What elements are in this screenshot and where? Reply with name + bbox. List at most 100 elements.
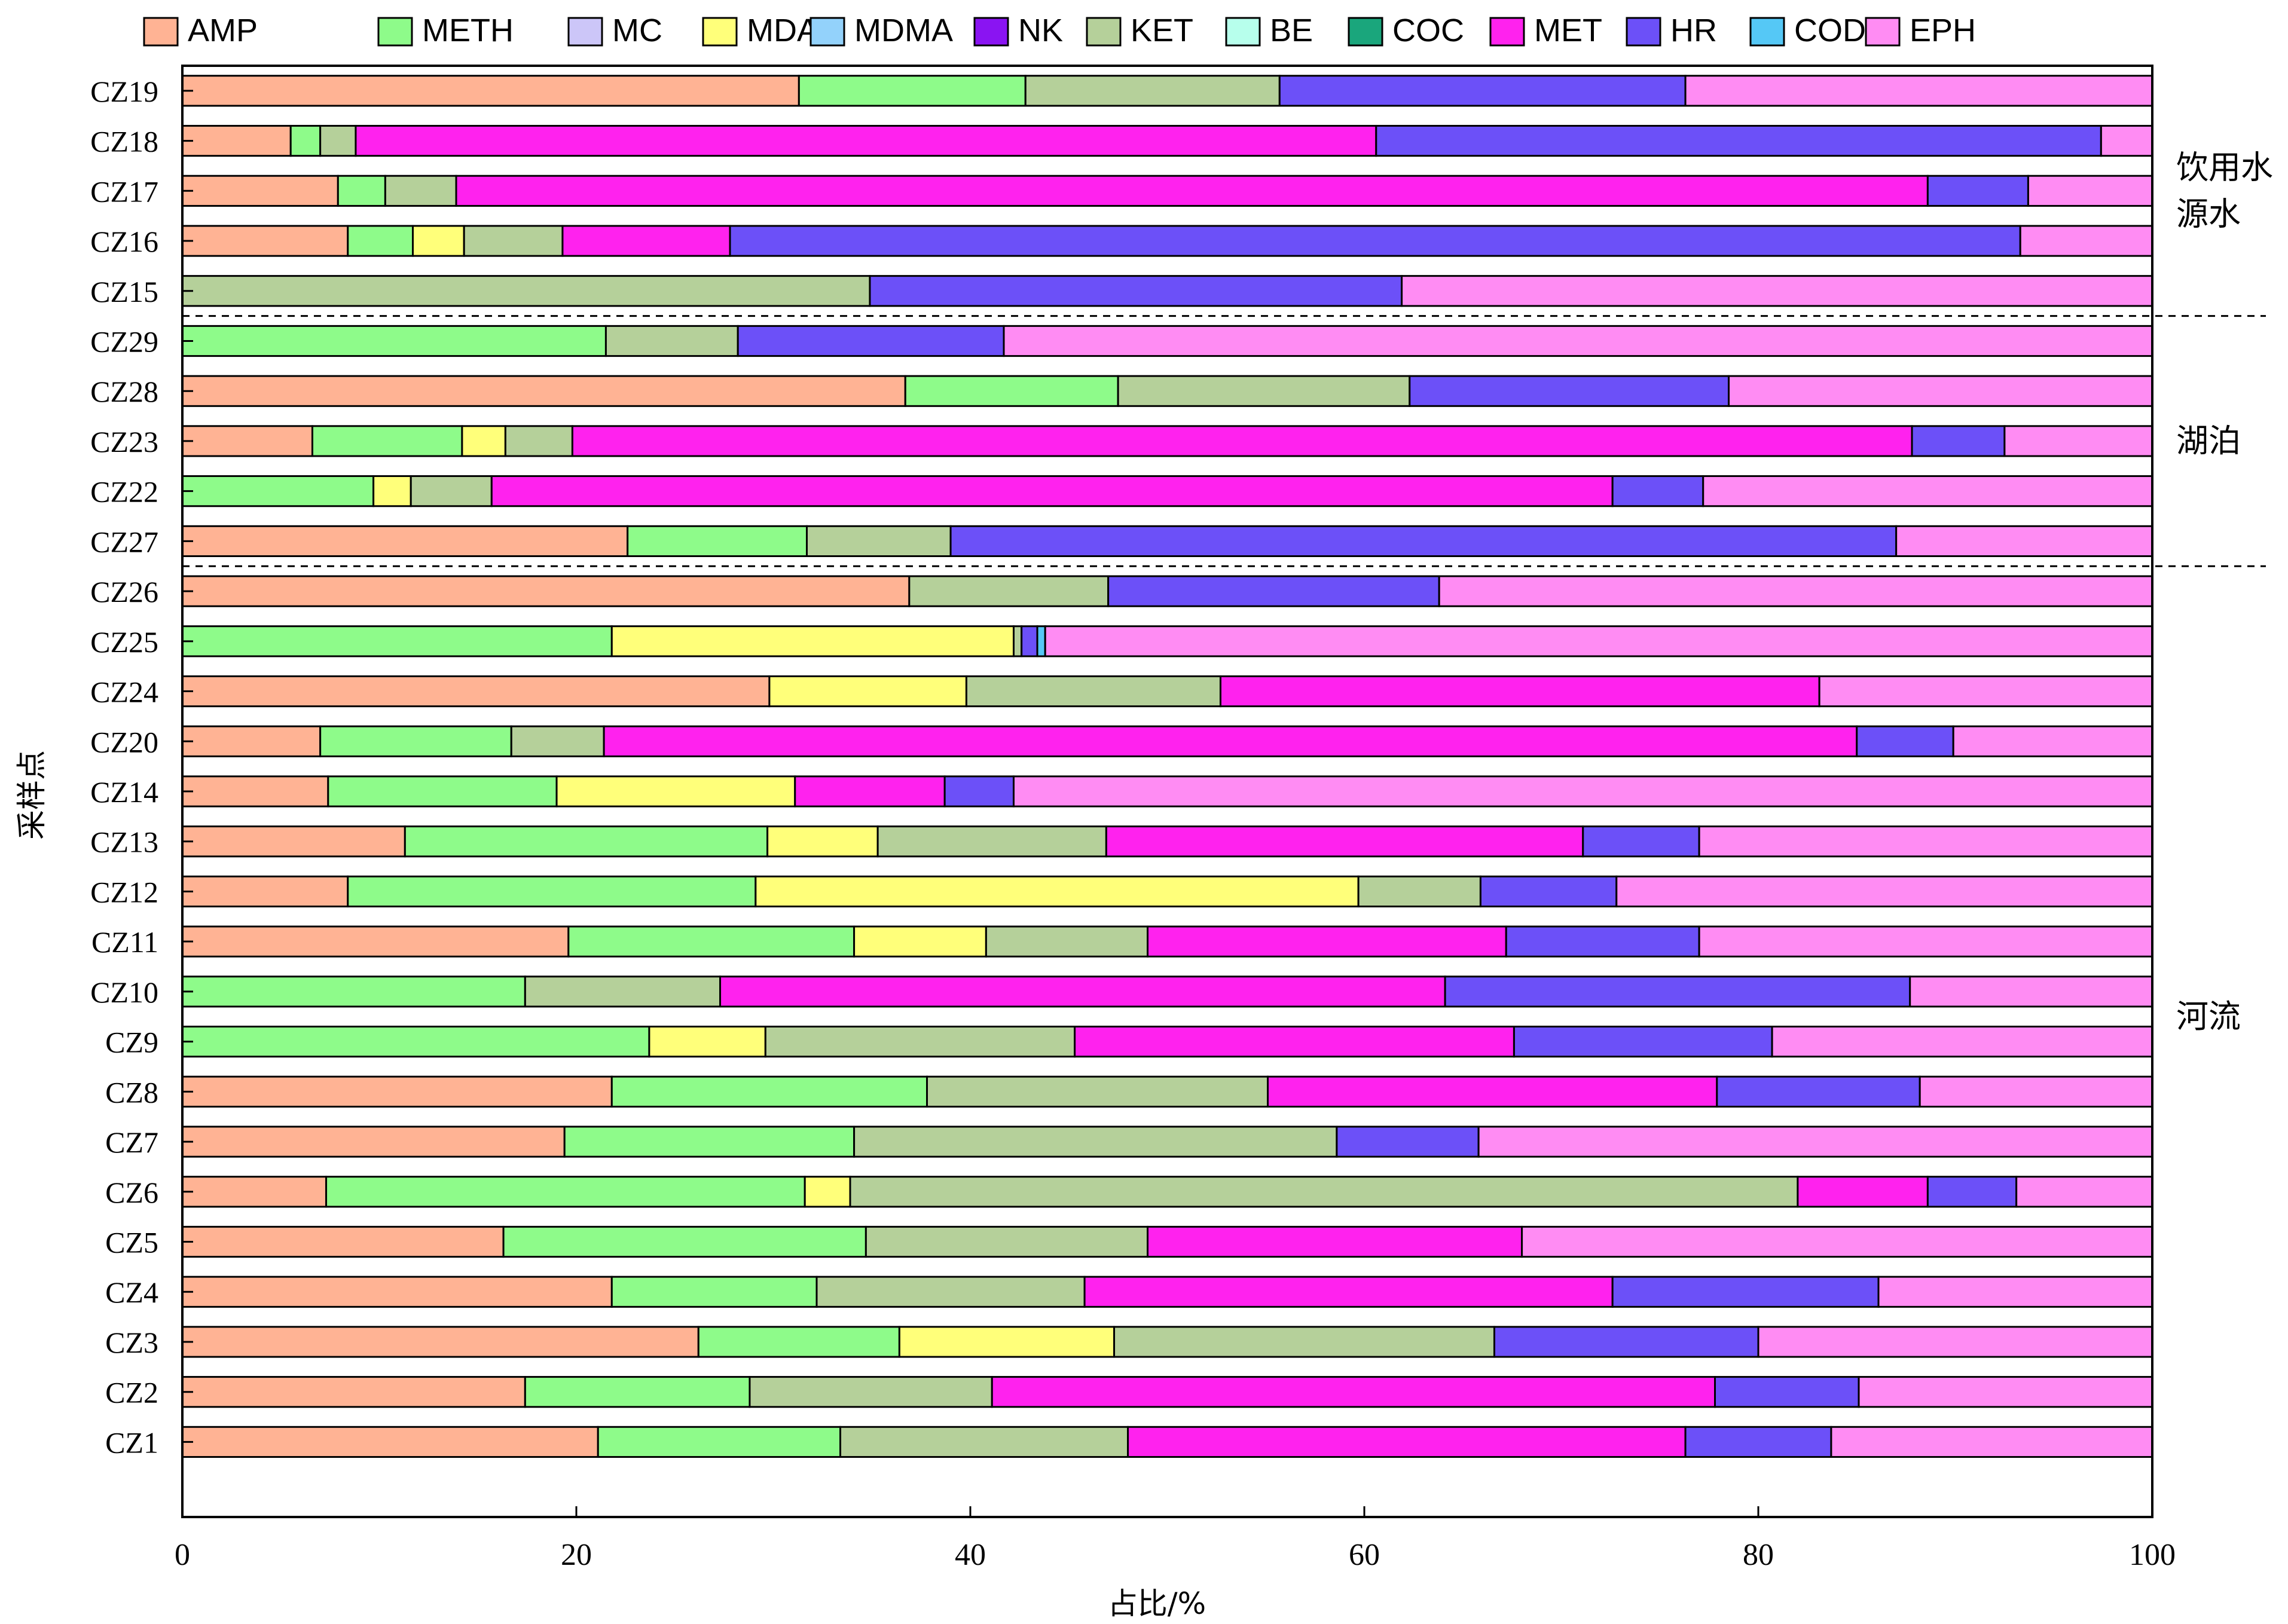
bar-segment-cz20-eph — [1952, 725, 2153, 757]
bar-segment-cz12-hr — [1479, 875, 1618, 908]
y-tick-label: CZ28 — [90, 375, 158, 408]
bar-segment-cz25-cod — [1036, 625, 1046, 657]
bar-segment-cz12-amp — [181, 875, 349, 908]
bar-segment-cz4-ket — [815, 1276, 1086, 1308]
legend-label: KET — [1131, 13, 1193, 48]
bar-segment-cz8-met — [1267, 1075, 1718, 1108]
bar-segment-cz15-eph — [1401, 275, 2153, 307]
bar-segment-cz8-hr — [1716, 1075, 1921, 1108]
bar-segment-cz1-meth — [597, 1426, 842, 1458]
x-axis: 0 20 40 60 80 100 — [175, 1506, 2176, 1572]
y-tick-label: CZ25 — [90, 625, 158, 659]
legend: AMP METH MC MDA MDMA NK KET BE COC MET HR COD EPH — [143, 13, 1976, 48]
y-tick-label: CZ11 — [91, 925, 158, 959]
bar-segment-cz1-hr — [1684, 1426, 1832, 1458]
legend-swatch — [1865, 17, 1901, 47]
bar-segment-cz23-mda — [461, 425, 506, 457]
bar-segment-cz1-ket — [839, 1426, 1129, 1458]
bar-segment-cz16-mda — [412, 225, 465, 257]
y-tick-label: CZ24 — [90, 675, 158, 709]
legend-label: MC — [612, 13, 662, 48]
bar-row-cz15 — [181, 275, 2153, 307]
bar-segment-cz5-met — [1147, 1225, 1523, 1258]
bar-segment-cz20-hr — [1856, 725, 1954, 757]
bar-segment-cz9-mda — [648, 1026, 766, 1058]
bar-segment-cz9-met — [1074, 1026, 1515, 1058]
bar-segment-cz4-hr — [1611, 1276, 1880, 1308]
bar-segment-cz15-hr — [869, 275, 1403, 307]
legend-swatch — [377, 17, 413, 47]
bar-segment-cz26-eph — [1438, 575, 2153, 607]
bar-segment-cz17-eph — [2027, 175, 2153, 207]
bar-segment-cz18-ket — [319, 124, 357, 157]
bar-segment-cz23-eph — [2003, 425, 2153, 457]
bar-segment-cz12-meth — [347, 875, 757, 908]
bar-segment-cz16-meth — [347, 225, 414, 257]
bar-segment-cz24-ket — [965, 675, 1221, 708]
y-tick-label: CZ29 — [90, 325, 158, 358]
bar-segment-cz18-eph — [2100, 124, 2153, 157]
bar-segment-cz11-mda — [853, 925, 987, 958]
x-tick-label: 20 — [561, 1538, 592, 1572]
bar-segment-cz23-met — [571, 425, 1913, 457]
bar-segment-cz29-eph — [1003, 325, 2153, 357]
legend-label: NK — [1018, 13, 1063, 48]
bar-segment-cz28-eph — [1728, 375, 2153, 407]
bar-segment-cz5-meth — [502, 1225, 867, 1258]
bar-segment-cz22-mda — [372, 475, 412, 507]
group-label: 湖泊 — [2176, 422, 2241, 460]
y-axis: CZ19 CZ18 CZ17 CZ16 CZ15 CZ29 CZ28 CZ23 CZ22 CZ27… — [90, 75, 193, 1459]
legend-swatch — [1225, 17, 1261, 47]
bar-segment-cz13-ket — [876, 825, 1107, 858]
legend-label: EPH — [1910, 13, 1976, 48]
y-tick-label: CZ23 — [90, 425, 158, 458]
legend-item-ket: KET — [1086, 13, 1193, 48]
bar-segment-cz19-amp — [181, 75, 800, 107]
bar-segment-cz6-amp — [181, 1176, 328, 1208]
bar-segment-cz27-hr — [949, 525, 1898, 557]
bar-segment-cz3-eph — [1757, 1326, 2153, 1358]
legend-item-meth: METH — [377, 13, 514, 48]
bar-segment-cz13-mda — [766, 825, 879, 858]
legend-item-nk: NK — [973, 13, 1063, 48]
bar-segment-cz2-ket — [749, 1376, 993, 1408]
bar-segment-cz29-ket — [604, 325, 739, 357]
bar-segment-cz29-meth — [181, 325, 607, 357]
x-axis-title: 占比/% — [1108, 1586, 1206, 1621]
bar-row-cz17 — [181, 175, 2153, 207]
bar-segment-cz27-meth — [627, 525, 808, 557]
bar-segment-cz14-mda — [555, 775, 796, 808]
bar-segment-cz16-eph — [2019, 225, 2153, 257]
legend-item-mda: MDA — [702, 13, 818, 48]
y-tick-label: CZ7 — [105, 1126, 158, 1159]
legend-swatch — [1348, 17, 1383, 47]
bar-segment-cz6-mda — [804, 1176, 851, 1208]
bar-segment-cz24-eph — [1818, 675, 2153, 708]
bar-segment-cz8-ket — [926, 1075, 1269, 1108]
bar-segment-cz4-meth — [610, 1276, 818, 1308]
bar-segment-cz20-amp — [181, 725, 322, 757]
legend-item-be: BE — [1225, 13, 1313, 48]
bar-row-cz20 — [181, 725, 2153, 757]
x-tick-label: 0 — [175, 1538, 190, 1572]
bar-segment-cz10-meth — [181, 975, 526, 1008]
bar-segment-cz13-amp — [181, 825, 406, 858]
bar-segment-cz3-amp — [181, 1326, 699, 1358]
bar-segment-cz11-eph — [1698, 925, 2153, 958]
y-tick-label: CZ9 — [105, 1026, 158, 1059]
bar-segment-cz24-amp — [181, 675, 771, 708]
bar-segment-cz14-eph — [1012, 775, 2153, 808]
legend-label: COD — [1794, 13, 1866, 48]
bar-segment-cz16-hr — [729, 225, 2021, 257]
bar-row-cz16 — [181, 225, 2153, 257]
bar-segment-cz6-eph — [2015, 1176, 2153, 1208]
legend-label: MET — [1534, 13, 1602, 48]
bar-segment-cz10-eph — [1909, 975, 2153, 1008]
legend-label: MDA — [747, 13, 818, 48]
bar-segment-cz3-mda — [898, 1326, 1116, 1358]
bar-segment-cz25-ket — [1012, 625, 1023, 657]
bar-row-cz24 — [181, 675, 2153, 708]
bar-segment-cz27-eph — [1895, 525, 2153, 557]
bar-segment-cz19-eph — [1684, 75, 2153, 107]
bar-segment-cz25-eph — [1044, 625, 2153, 657]
